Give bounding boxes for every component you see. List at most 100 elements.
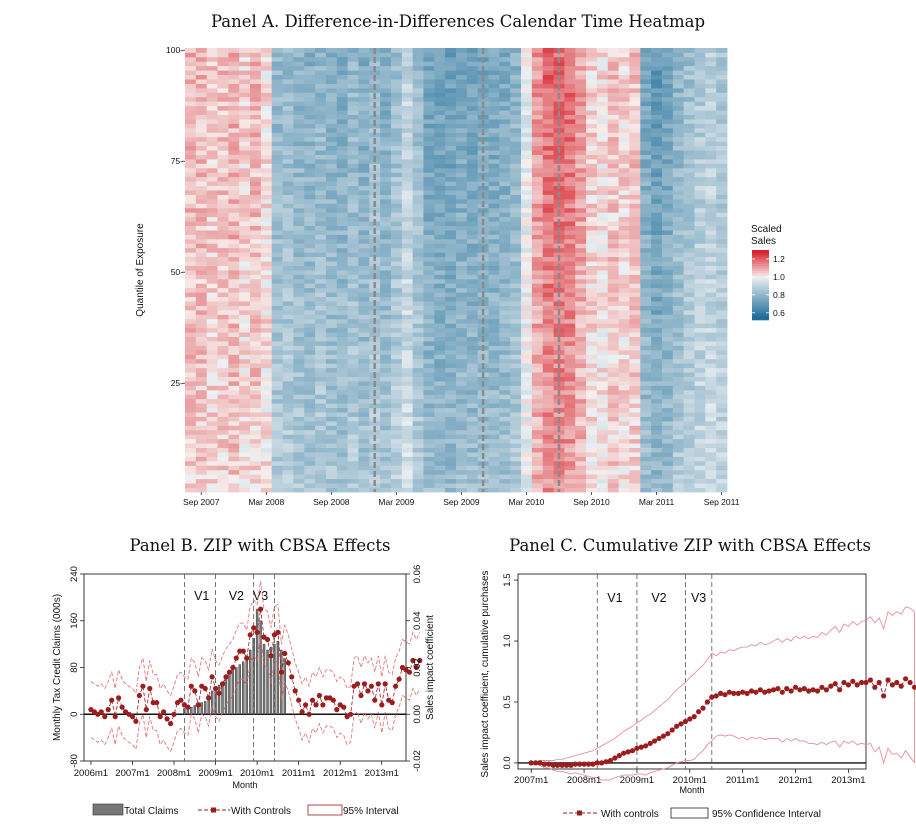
heatmap-cell — [239, 256, 251, 262]
heatmap-cell — [672, 323, 685, 329]
heatmap-cell — [434, 283, 446, 289]
heatmap-cell — [380, 92, 392, 98]
heatmap-cell — [304, 474, 316, 480]
heatmap-cell — [586, 238, 598, 244]
heatmap-cell — [336, 154, 348, 160]
heatmap-cell — [618, 354, 630, 360]
heatmap-cell — [607, 385, 619, 391]
heatmap-cell — [683, 185, 695, 191]
heatmap-cell — [488, 145, 500, 151]
heatmap-cell — [206, 167, 218, 173]
heatmap-cell — [575, 309, 587, 315]
heatmap-cell — [672, 469, 685, 475]
heatmap-cell — [596, 349, 609, 355]
heatmap-cell — [185, 110, 197, 115]
heatmap-cell — [434, 270, 446, 275]
heatmap-cell — [401, 270, 414, 275]
heatmap-cell — [629, 207, 641, 213]
heatmap-cell — [607, 305, 619, 311]
heatmap-cell — [716, 145, 728, 151]
heatmap-cell — [445, 270, 457, 275]
heatmap-cell — [239, 252, 251, 258]
heatmap-cell — [640, 230, 652, 235]
heatmap-cell — [390, 314, 403, 320]
heatmap-cell — [499, 221, 511, 226]
heatmap-cell — [477, 438, 489, 444]
heatmap-cell — [629, 349, 641, 355]
heatmap-cell — [705, 327, 717, 333]
heatmap-cell — [185, 367, 197, 373]
heatmap-cell — [510, 243, 522, 249]
heatmap-cell — [315, 372, 327, 377]
heatmap-cell — [640, 487, 652, 493]
heatmap-cell — [315, 194, 327, 200]
heatmap-cell — [661, 190, 674, 195]
heatmap-cell — [607, 323, 619, 329]
heatmap-cell — [217, 159, 229, 164]
heatmap-cell — [575, 376, 587, 382]
heatmap-cell — [564, 358, 576, 364]
heatmap-cell — [358, 163, 370, 169]
heatmap-cell — [325, 296, 338, 302]
heatmap-cell — [683, 443, 695, 448]
heatmap-cell — [596, 70, 609, 76]
heatmap-cell — [716, 163, 728, 169]
heatmap-cell — [423, 372, 435, 377]
heatmap-cell — [206, 429, 218, 435]
heatmap-cell — [510, 261, 522, 266]
heatmap-cell — [531, 389, 544, 395]
heatmap-cell — [488, 354, 500, 360]
heatmap-cell — [380, 349, 392, 355]
heatmap-cell — [336, 145, 348, 151]
heatmap-cell — [510, 123, 522, 129]
heatmap-cell — [336, 234, 348, 240]
heatmap-cell — [217, 96, 229, 102]
heatmap-cell — [260, 172, 273, 178]
heatmap-cell — [477, 114, 489, 120]
heatmap-cell — [694, 52, 706, 58]
heatmap-cell — [564, 434, 576, 440]
heatmap-cell — [456, 79, 468, 84]
heatmap-cell — [575, 212, 587, 218]
heatmap-cell — [228, 345, 240, 351]
heatmap-cell — [401, 65, 414, 71]
heatmap-cell — [683, 323, 695, 329]
heatmap-cell — [553, 367, 565, 373]
heatmap-cell — [412, 283, 424, 289]
heatmap-cell — [542, 318, 554, 324]
heatmap-cell — [347, 389, 359, 395]
heatmap-cell — [304, 105, 316, 111]
heatmap-cell — [564, 394, 576, 400]
heatmap-cell — [542, 398, 554, 404]
heatmap-cell — [521, 230, 533, 235]
heatmap-cell — [304, 230, 316, 235]
heatmap-cell — [575, 172, 587, 178]
heatmap-cell — [521, 327, 533, 333]
heatmap-cell — [651, 403, 663, 409]
heatmap-cell — [423, 314, 435, 320]
heatmap-cell — [499, 110, 511, 115]
heatmap-cell — [347, 385, 359, 391]
heatmap-cell — [618, 305, 630, 311]
heatmap-cell — [260, 323, 273, 329]
heatmap-cell — [651, 407, 663, 413]
heatmap-cell — [575, 296, 587, 302]
heatmap-cell — [390, 252, 403, 258]
heatmap-cell — [521, 349, 533, 355]
heatmap-cell — [315, 403, 327, 409]
heatmap-cell — [607, 96, 619, 102]
heatmap-cell — [651, 141, 663, 147]
heatmap-cell — [694, 469, 706, 475]
heatmap-cell — [250, 349, 262, 355]
heatmap-cell — [456, 141, 468, 147]
heatmap-cell — [347, 265, 359, 271]
heatmap-cell — [271, 358, 283, 364]
heatmap-cell — [401, 176, 414, 182]
heatmap-cell — [401, 172, 414, 178]
heatmap-cell — [304, 203, 316, 209]
heatmap-cell — [336, 456, 348, 462]
heatmap-cell — [217, 358, 229, 364]
heatmap-cell — [293, 416, 305, 422]
heatmap-cell — [401, 296, 414, 302]
heatmap-cell — [250, 123, 262, 129]
